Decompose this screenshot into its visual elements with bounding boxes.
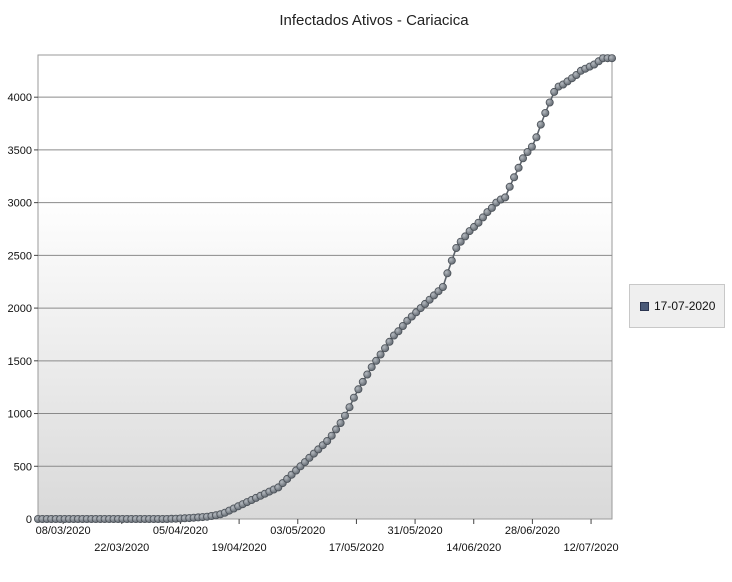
y-tick-label: 1500 <box>8 356 32 368</box>
data-point <box>323 436 332 445</box>
data-point <box>394 327 403 336</box>
data-point <box>367 363 376 372</box>
gridlines <box>38 96 612 467</box>
data-point <box>381 344 390 353</box>
legend: 17-07-2020 <box>629 284 725 328</box>
data-point <box>327 431 336 440</box>
legend-label: 17-07-2020 <box>654 299 716 313</box>
data-point <box>461 232 470 241</box>
data-point <box>340 411 349 420</box>
x-tick-label: 17/05/2020 <box>329 542 384 554</box>
data-point <box>363 370 372 379</box>
y-tick-label: 3500 <box>8 145 32 157</box>
data-point <box>519 154 528 163</box>
data-point <box>523 147 532 156</box>
data-point <box>527 142 536 151</box>
chart-title: Infectados Ativos - Cariacica <box>279 12 469 29</box>
data-point <box>608 54 617 63</box>
data-point <box>452 243 461 252</box>
data-point <box>456 237 465 246</box>
data-point <box>443 269 452 278</box>
data-point <box>398 321 407 330</box>
data-point <box>514 163 523 172</box>
y-tick-label: 0 <box>26 514 32 526</box>
plot-area <box>37 54 613 520</box>
data-point <box>474 218 483 227</box>
x-tick-label: 22/03/2020 <box>94 542 149 554</box>
data-point <box>376 350 385 359</box>
data-point <box>372 356 381 365</box>
data-point <box>345 403 354 412</box>
x-tick-label: 28/06/2020 <box>505 525 560 537</box>
data-point <box>358 377 367 386</box>
y-tick-label: 4000 <box>8 92 32 104</box>
data-point <box>478 213 487 222</box>
data-point <box>541 109 550 118</box>
data-point <box>536 120 545 129</box>
x-tick-label: 03/05/2020 <box>270 525 325 537</box>
data-point <box>487 203 496 212</box>
data-point <box>349 393 358 402</box>
x-tick-label: 05/04/2020 <box>153 525 208 537</box>
data-point <box>501 193 510 202</box>
x-tick-label: 14/06/2020 <box>446 542 501 554</box>
series-points <box>34 54 617 524</box>
x-tick-label: 19/04/2020 <box>212 542 267 554</box>
y-tick-label: 1000 <box>8 409 32 421</box>
data-point <box>550 87 559 96</box>
data-point <box>385 337 394 346</box>
data-point <box>510 173 519 182</box>
data-point <box>505 182 514 191</box>
data-point <box>332 425 341 434</box>
data-point <box>532 133 541 142</box>
y-axis: 0 500 1000 1500 2000 2500 3000 3500 4000 <box>8 92 38 526</box>
data-point <box>354 385 363 394</box>
x-tick-label: 31/05/2020 <box>388 525 443 537</box>
x-tick-label: 12/07/2020 <box>564 542 619 554</box>
y-tick-label: 2500 <box>8 250 32 262</box>
y-tick-label: 500 <box>14 461 32 473</box>
data-point <box>438 282 447 291</box>
y-tick-label: 3000 <box>8 198 32 210</box>
y-tick-label: 2000 <box>8 303 32 315</box>
data-point <box>447 256 456 265</box>
data-point <box>336 418 345 427</box>
legend-swatch <box>640 301 649 311</box>
x-tick-label: 08/03/2020 <box>36 525 91 537</box>
data-point <box>545 98 554 107</box>
